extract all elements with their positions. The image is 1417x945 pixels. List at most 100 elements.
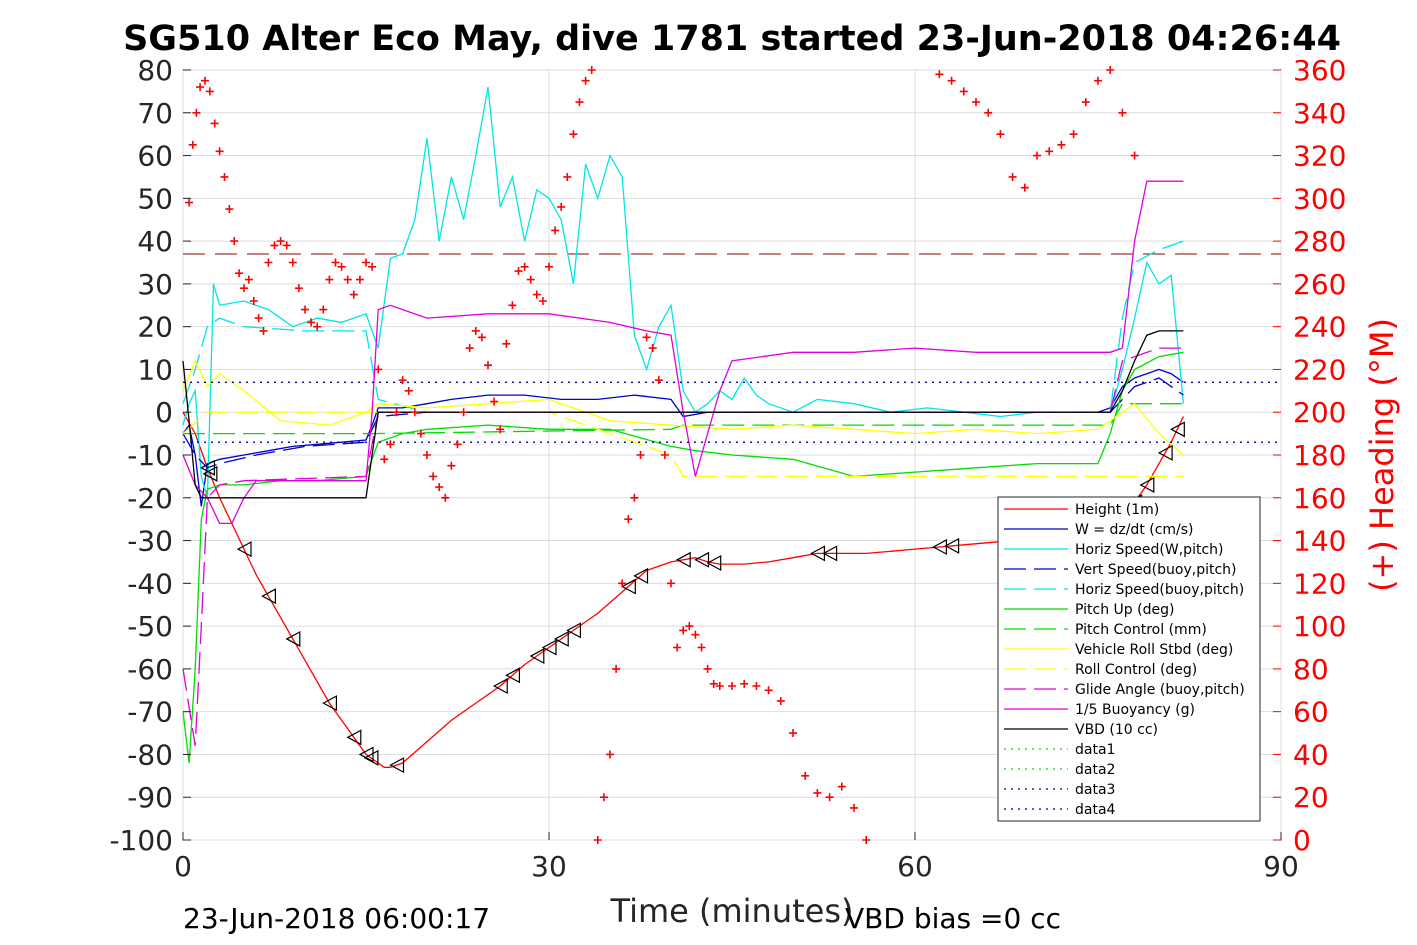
heading-point xyxy=(697,643,706,652)
height-marker xyxy=(236,541,252,558)
heading-point xyxy=(1094,76,1102,85)
height-marker xyxy=(389,757,405,774)
heading-point xyxy=(776,696,785,705)
heading-point xyxy=(599,793,608,802)
legend-label-data4: data4 xyxy=(1075,802,1116,818)
height-marker xyxy=(675,551,691,568)
y-tick-label: -30 xyxy=(127,525,173,558)
heading-point xyxy=(630,493,639,502)
heading-point xyxy=(728,682,736,690)
y-right-tick-label: 320 xyxy=(1293,140,1346,173)
axis-ticks: 80706050403020100-10-20-30-40-50-60-70-8… xyxy=(109,54,1346,883)
heading-point xyxy=(319,305,328,314)
heading-point xyxy=(276,237,285,246)
heading-point xyxy=(254,314,263,323)
heading-point xyxy=(240,284,248,293)
series-pitch_control xyxy=(183,403,1184,435)
height-marker xyxy=(363,749,379,766)
heading-point xyxy=(392,408,401,417)
legend: Height (1m) W = dz/dt (cm/s) Horiz Speed(W… xyxy=(997,496,1261,822)
heading-point xyxy=(1033,151,1041,160)
legend-label-pitch_control: Pitch Control (mm) xyxy=(1075,622,1207,638)
heading-point xyxy=(673,643,682,652)
heading-point xyxy=(709,679,718,688)
heading-point xyxy=(447,461,456,470)
heading-point xyxy=(249,297,258,305)
legend-label-data2: data2 xyxy=(1075,762,1115,778)
heading-point xyxy=(441,493,450,502)
heading-point xyxy=(484,361,492,370)
heading-point xyxy=(435,483,444,492)
series-vbd xyxy=(182,330,1184,499)
heading-point xyxy=(496,425,505,434)
heading-point xyxy=(453,440,462,449)
heading-point xyxy=(996,130,1005,139)
y-tick-label: -100 xyxy=(109,824,173,857)
heading-point xyxy=(188,140,197,149)
heading-point xyxy=(563,172,572,181)
heading-point xyxy=(648,344,657,353)
heading-point xyxy=(362,258,370,267)
height-marker xyxy=(566,622,582,639)
heading-point xyxy=(685,622,694,631)
heading-point xyxy=(593,836,602,844)
legend-label-w: W = dz/dt (cm/s) xyxy=(1075,522,1194,538)
y-right-tick-label: 0 xyxy=(1293,824,1311,857)
heading-point xyxy=(514,267,523,276)
heading-point xyxy=(1081,98,1090,107)
legend-label-glide: Glide Angle (buoy,pitch) xyxy=(1075,682,1245,698)
y-right-tick-label: 140 xyxy=(1293,525,1346,558)
heading-point xyxy=(1045,147,1054,156)
heading-point xyxy=(220,172,229,181)
heading-point xyxy=(1106,66,1115,74)
y-right-tick-label: 260 xyxy=(1293,268,1346,301)
heading-point xyxy=(368,262,377,271)
y-right-tick-label: 340 xyxy=(1293,97,1346,130)
heading-point xyxy=(410,408,419,417)
heading-point xyxy=(837,782,846,791)
heading-point xyxy=(429,472,438,481)
heading-point xyxy=(935,70,944,79)
heading-point xyxy=(575,98,584,107)
heading-point xyxy=(801,771,810,780)
heading-point xyxy=(551,226,560,235)
heading-point xyxy=(270,241,279,250)
heading-point xyxy=(477,333,486,342)
height-marker xyxy=(322,695,337,712)
heading-point xyxy=(520,262,529,271)
y-tick-label: -90 xyxy=(127,781,173,814)
heading-point xyxy=(294,284,303,293)
heading-point xyxy=(654,376,663,385)
heading-point xyxy=(196,83,205,92)
y-right-tick-label: 40 xyxy=(1293,738,1329,771)
heading-point xyxy=(200,76,209,85)
heading-point xyxy=(1130,151,1139,160)
heading-point xyxy=(587,66,596,74)
heading-point xyxy=(313,322,322,331)
legend-label-buoyancy: 1/5 Buoyancy (g) xyxy=(1075,702,1195,718)
heading-point xyxy=(282,241,291,250)
heading-point xyxy=(526,275,535,284)
heading-point xyxy=(205,87,214,96)
y-tick-label: 60 xyxy=(137,140,173,173)
height-marker xyxy=(694,551,710,568)
right-axis-label: (+) Heading (°M) xyxy=(1363,318,1401,592)
heading-point xyxy=(210,119,219,128)
heading-point xyxy=(192,108,201,117)
heading-point xyxy=(386,440,395,449)
height-marker xyxy=(1139,476,1155,493)
heading-point xyxy=(612,664,621,673)
y-tick-label: -70 xyxy=(127,696,173,729)
heading-point xyxy=(538,297,547,305)
heading-point xyxy=(679,626,688,635)
heading-point xyxy=(606,750,614,759)
footer-date: 23-Jun-2018 06:00:17 xyxy=(183,902,490,935)
heading-point xyxy=(337,262,346,271)
x-tick-label: 0 xyxy=(174,850,192,883)
legend-box xyxy=(997,496,1261,822)
heading-point xyxy=(764,686,773,695)
heading-point xyxy=(959,87,968,96)
heading-point xyxy=(235,269,244,278)
heading-point xyxy=(789,729,797,738)
